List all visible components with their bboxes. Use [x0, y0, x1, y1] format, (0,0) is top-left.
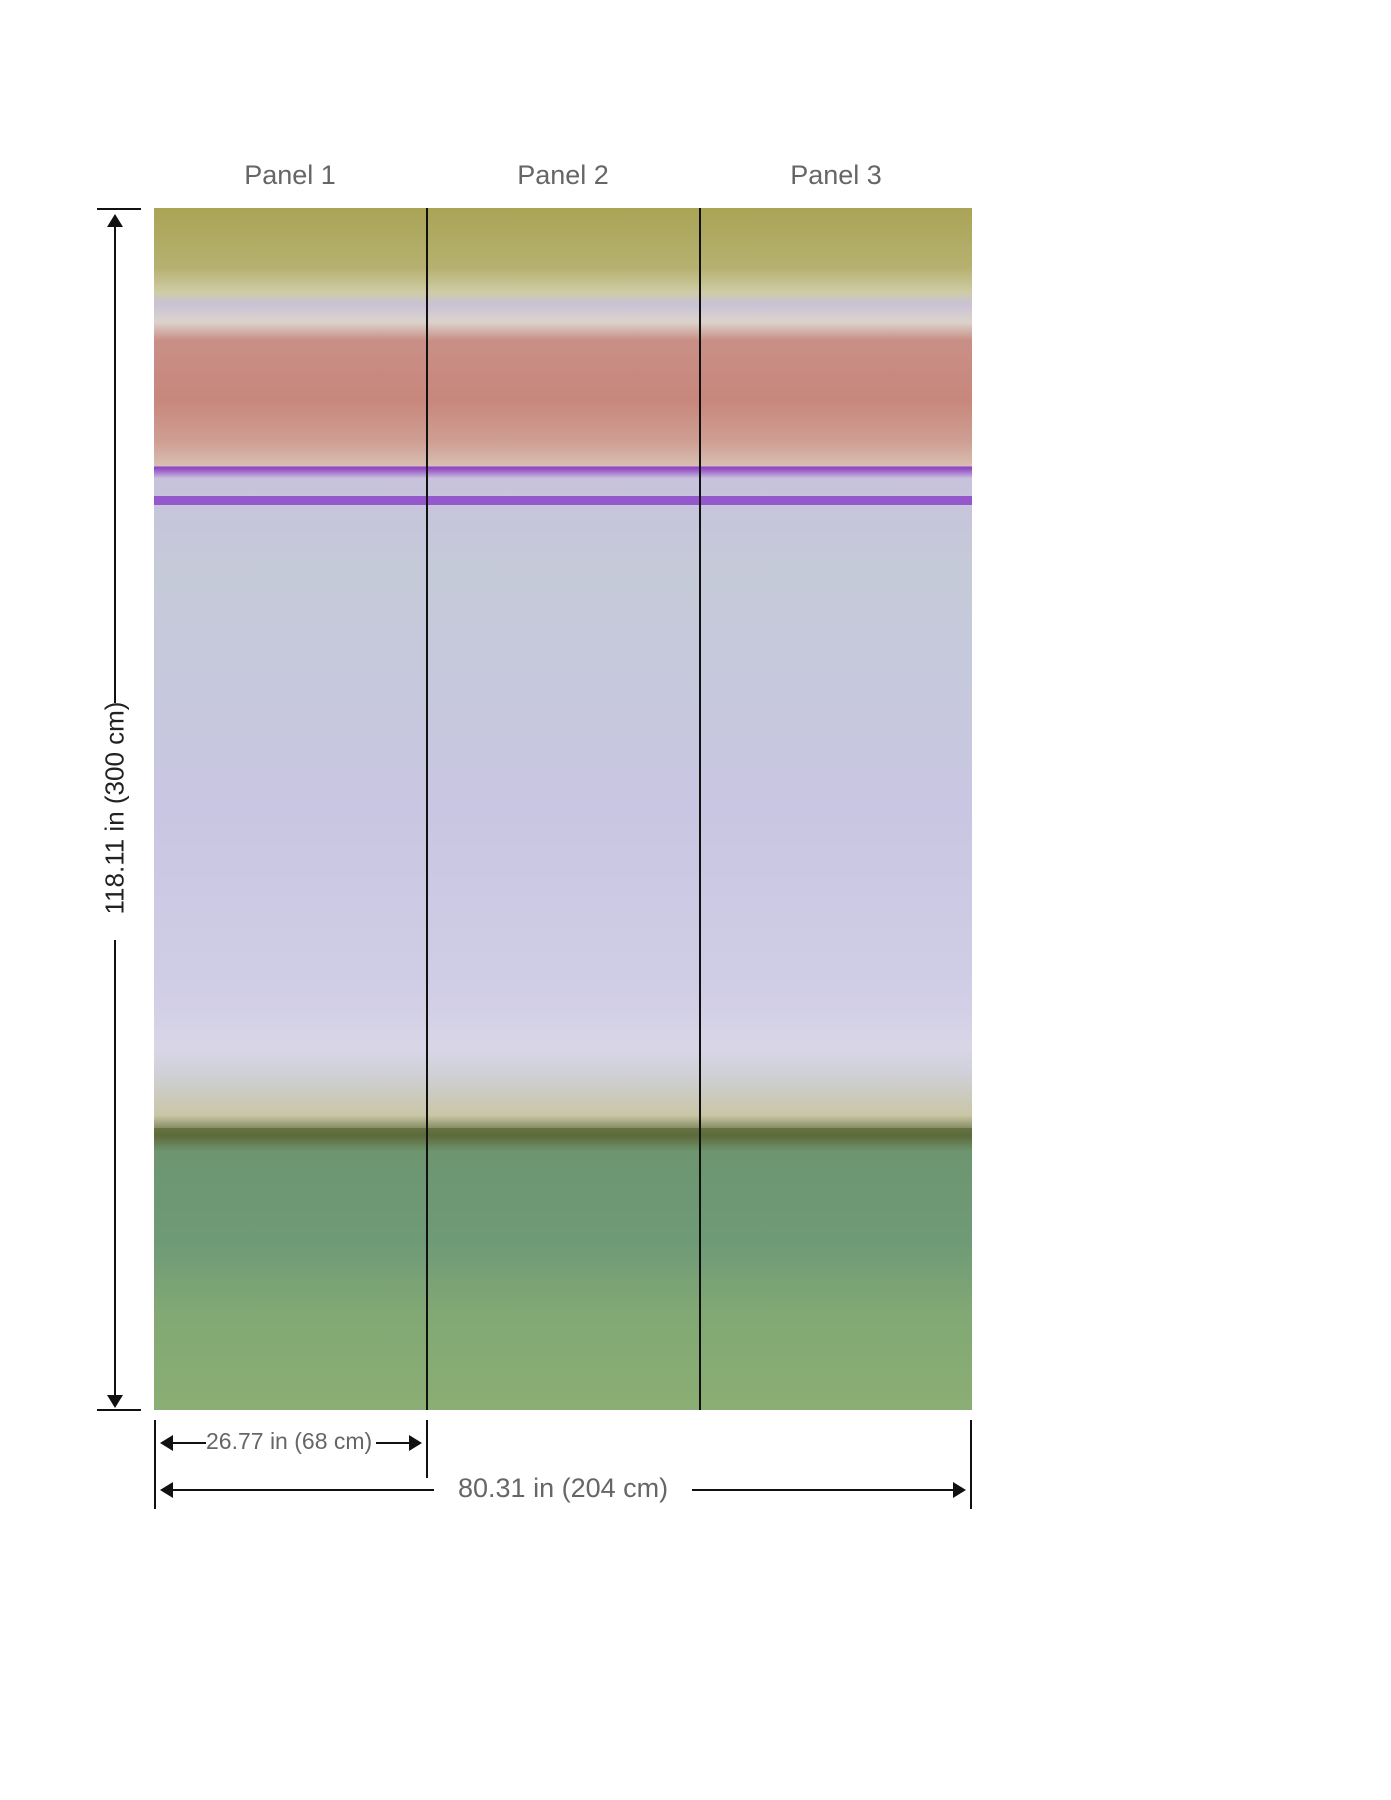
total-width-line-right [692, 1489, 958, 1491]
height-bottom-tick [97, 1409, 141, 1411]
panel-divider-2 [699, 208, 701, 1410]
width-left-extension [154, 1420, 156, 1509]
height-arrow-upper [114, 218, 116, 703]
panel-width-line-right [376, 1442, 416, 1444]
horizon-dark-stroke [154, 1128, 972, 1136]
arrow-up-icon [107, 214, 123, 227]
panel-2-label: Panel 2 [517, 160, 609, 190]
total-width-line-left [170, 1489, 434, 1491]
arrow-down-icon [107, 1395, 123, 1408]
height-arrow-lower [114, 940, 116, 1402]
panel-divider-1 [426, 208, 428, 1410]
arrow-left-icon [160, 1482, 173, 1498]
panel-1-label: Panel 1 [244, 160, 336, 190]
height-dimension-label: 118.11 in (300 cm) [99, 701, 130, 915]
panel-right-extension [426, 1420, 428, 1478]
panel-width-line-left [170, 1442, 206, 1444]
arrow-right-icon [953, 1482, 966, 1498]
panel-3-label: Panel 3 [790, 160, 882, 190]
width-right-extension [970, 1420, 972, 1509]
arrow-right-icon [409, 1435, 422, 1451]
height-top-tick [97, 208, 141, 210]
arrow-left-icon [160, 1435, 173, 1451]
mural-artwork [154, 208, 972, 1410]
total-width-label: 80.31 in (204 cm) [458, 1473, 669, 1503]
horizon-purple-stroke [154, 496, 972, 505]
panel-width-label: 26.77 in (68 cm) [206, 1428, 373, 1454]
